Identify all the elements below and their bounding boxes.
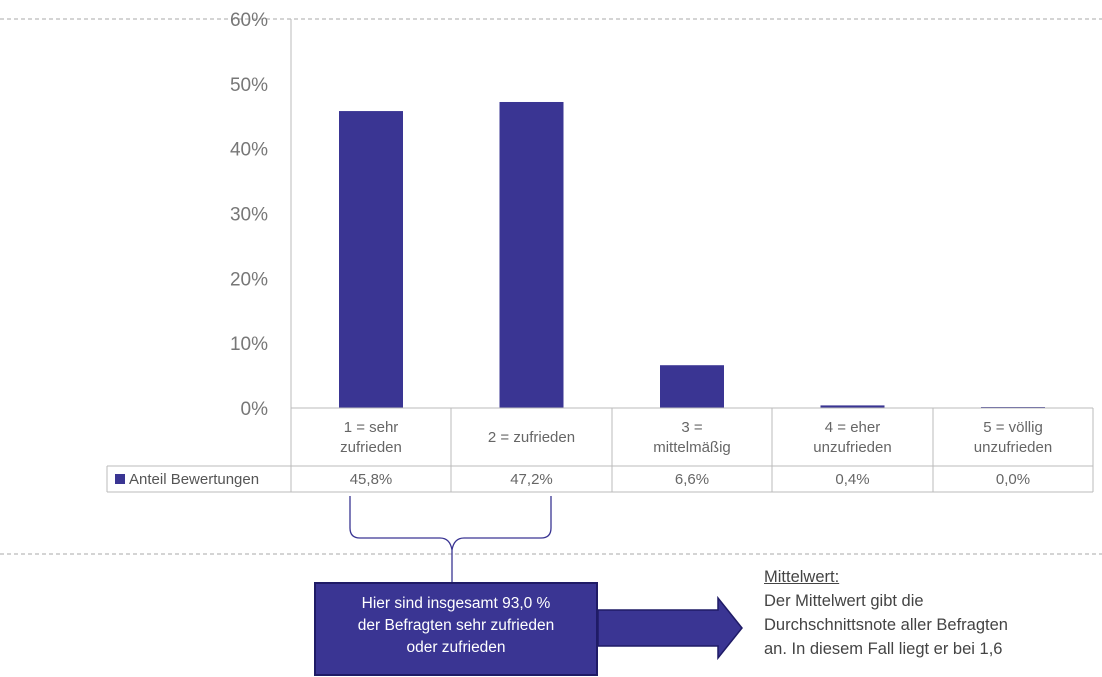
note-line-1: Der Mittelwert gibt die	[764, 592, 924, 610]
value-label: 47,2%	[510, 471, 553, 488]
summary-callout: Hier sind insgesamt 93,0 % der Befragten…	[314, 582, 598, 676]
note-line-2: Durchschnittsnote aller Befragten	[764, 616, 1008, 634]
y-axis: 0% 10% 20% 30% 40% 50% 60%	[230, 10, 292, 420]
y-tick-label: 0%	[241, 399, 269, 420]
category-label: 3 =	[681, 419, 703, 436]
arrow-shape	[597, 595, 743, 661]
y-tick-label: 10%	[230, 334, 268, 355]
category-label: unzufrieden	[813, 439, 891, 456]
callout-line-2: der Befragten sehr zufrieden	[357, 617, 555, 634]
bars	[339, 101, 1045, 409]
category-label: 4 = eher	[825, 419, 880, 436]
bar	[820, 405, 885, 408]
value-label: 6,6%	[675, 471, 709, 488]
y-tick-label: 40%	[230, 140, 268, 161]
brace-path	[349, 496, 552, 582]
category-label: mittelmäßig	[653, 439, 731, 456]
category-label: 5 = völlig	[983, 419, 1043, 436]
note-title: Mittelwert:	[764, 568, 840, 586]
bar	[660, 365, 724, 408]
value-label: 0,4%	[835, 471, 869, 488]
callout-line-1: Hier sind insgesamt 93,0 %	[361, 595, 551, 612]
y-tick-label: 50%	[230, 75, 268, 96]
arrow	[597, 595, 743, 661]
data-table: 1 = sehr zufrieden 2 = zufrieden 3 = mittelm…	[106, 407, 1094, 493]
y-tick-label: 20%	[230, 269, 268, 290]
bar	[499, 101, 564, 408]
legend-swatch	[115, 474, 125, 484]
callout-line-3: oder zufrieden	[406, 639, 506, 656]
note-line-3: an. In diesem Fall liegt er bei 1,6	[764, 640, 1003, 658]
bar	[339, 111, 403, 409]
mean-note: Mittelwert: Der Mittelwert gibt die Durc…	[764, 565, 1094, 661]
y-tick-label: 30%	[230, 205, 268, 226]
category-label: unzufrieden	[974, 439, 1052, 456]
y-tick-label: 60%	[230, 10, 268, 31]
brace	[349, 496, 552, 582]
value-label: 45,8%	[350, 471, 393, 488]
category-label: 1 = sehr	[344, 419, 399, 436]
legend-label: Anteil Bewertungen	[129, 471, 259, 488]
category-label: zufrieden	[340, 439, 402, 456]
category-label: 2 = zufrieden	[488, 429, 575, 446]
value-label: 0,0%	[996, 471, 1030, 488]
